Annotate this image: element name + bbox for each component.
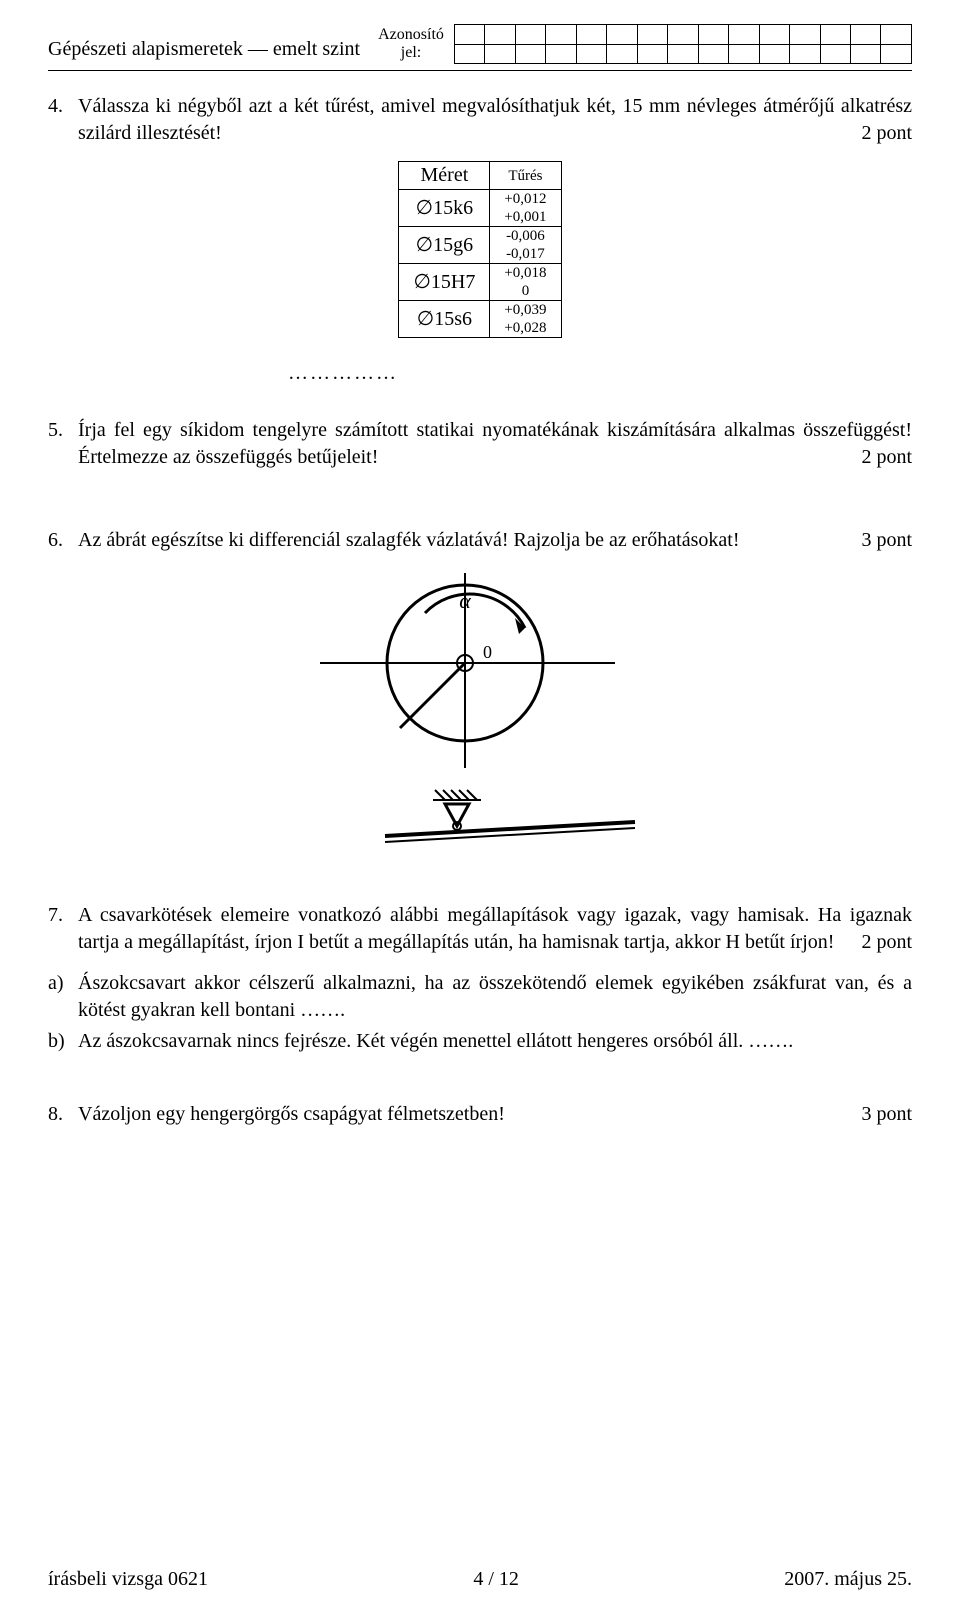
- question-6-figure: α 0: [48, 568, 912, 868]
- question-6-points: 3 pont: [861, 527, 912, 554]
- id-grid-cell: [790, 25, 820, 45]
- id-grid-cell: [699, 45, 729, 65]
- id-grid-cell: [455, 45, 485, 65]
- id-grid-cell: [821, 45, 851, 65]
- id-grid-cell: [577, 45, 607, 65]
- tol-value-cell: -0,006-0,017: [490, 227, 561, 264]
- tolerance-table-wrap: Méret Tűrés ∅15k6+0,012+0,001∅15g6-0,006…: [48, 161, 912, 338]
- question-7-a: a) Ászokcsavart akkor célszerű alkalmazn…: [48, 970, 912, 1024]
- id-grid-cell: [577, 25, 607, 45]
- question-7-b-text: Az ászokcsavarnak nincs fejrésze. Két vé…: [78, 1028, 912, 1055]
- id-grid-cell: [821, 25, 851, 45]
- question-4-text: Válassza ki négyből azt a két tűrést, am…: [78, 95, 912, 144]
- id-grid-cell: [546, 25, 576, 45]
- table-row: ∅15H7+0,0180: [399, 264, 561, 301]
- tol-size-cell: ∅15H7: [399, 264, 490, 301]
- question-7: 7. A csavarkötések elemeire vonatkozó al…: [48, 902, 912, 956]
- table-row: ∅15s6+0,039+0,028: [399, 301, 561, 338]
- id-grid-cell: [760, 25, 790, 45]
- id-grid-cell: [881, 45, 911, 65]
- question-5-text: Írja fel egy síkidom tengelyre számított…: [78, 419, 912, 468]
- alpha-label: α: [459, 588, 471, 613]
- id-grid-cell: [638, 25, 668, 45]
- page-footer: írásbeli vizsga 0621 4 / 12 2007. május …: [48, 1566, 912, 1593]
- tol-head-size: Méret: [399, 162, 490, 190]
- question-8-points: 3 pont: [861, 1101, 912, 1128]
- question-6-number: 6.: [48, 527, 78, 554]
- question-7-number: 7.: [48, 902, 78, 956]
- question-6-text: Az ábrát egészítse ki differenciál szala…: [78, 529, 740, 551]
- tol-head-tol: Tűrés: [490, 162, 561, 190]
- question-6: 6. Az ábrát egészítse ki differenciál sz…: [48, 527, 912, 554]
- id-grid-cell: [546, 45, 576, 65]
- id-grid-cell: [851, 25, 881, 45]
- tol-value-cell: +0,0180: [490, 264, 561, 301]
- question-7-a-label: a): [48, 970, 78, 1024]
- answer-dots: ……………: [288, 360, 912, 387]
- footer-right: 2007. május 25.: [784, 1566, 912, 1593]
- tolerance-table: Méret Tűrés ∅15k6+0,012+0,001∅15g6-0,006…: [398, 161, 561, 338]
- id-grid-cell: [516, 25, 546, 45]
- question-4-points: 2 pont: [861, 120, 912, 147]
- question-4-body: Válassza ki négyből azt a két tűrést, am…: [78, 93, 912, 147]
- header-id-grid: [454, 24, 912, 64]
- tol-value-cell: +0,039+0,028: [490, 301, 561, 338]
- table-row: ∅15k6+0,012+0,001: [399, 190, 561, 227]
- header-id-line1: Azonosító: [378, 26, 444, 43]
- question-7-a-text: Ászokcsavart akkor célszerű alkalmazni, …: [78, 970, 912, 1024]
- id-grid-cell: [699, 25, 729, 45]
- question-5-points: 2 pont: [861, 444, 912, 471]
- footer-left: írásbeli vizsga 0621: [48, 1566, 208, 1593]
- id-grid-cell: [607, 25, 637, 45]
- id-grid-cell: [455, 25, 485, 45]
- id-grid-cell: [881, 25, 911, 45]
- tol-size-cell: ∅15s6: [399, 301, 490, 338]
- id-grid-cell: [851, 45, 881, 65]
- page-header: Gépészeti alapismeretek — emelt szint Az…: [48, 24, 912, 71]
- question-7-points: 2 pont: [861, 929, 912, 956]
- question-8-number: 8.: [48, 1101, 78, 1128]
- id-grid-cell: [668, 25, 698, 45]
- question-8-text: Vázoljon egy hengergörgős csapágyat félm…: [78, 1103, 505, 1125]
- question-5-body: Írja fel egy síkidom tengelyre számított…: [78, 417, 912, 471]
- id-grid-cell: [668, 45, 698, 65]
- tol-value-cell: +0,012+0,001: [490, 190, 561, 227]
- tol-size-cell: ∅15k6: [399, 190, 490, 227]
- header-subject: Gépészeti alapismeretek — emelt szint: [48, 24, 360, 63]
- table-row: Méret Tűrés: [399, 162, 561, 190]
- brake-diagram-svg: α 0: [315, 568, 645, 868]
- header-id-line2: jel:: [401, 44, 421, 61]
- id-grid-cell: [638, 45, 668, 65]
- table-row: ∅15g6-0,006-0,017: [399, 227, 561, 264]
- id-grid-cell: [790, 45, 820, 65]
- id-grid-cell: [607, 45, 637, 65]
- id-grid-cell: [729, 25, 759, 45]
- lever-group: [385, 790, 635, 842]
- footer-center: 4 / 12: [473, 1566, 519, 1593]
- question-6-body: Az ábrát egészítse ki differenciál szala…: [78, 527, 912, 554]
- question-7-b: b) Az ászokcsavarnak nincs fejrésze. Két…: [48, 1028, 912, 1055]
- id-grid-cell: [729, 45, 759, 65]
- question-4: 4. Válassza ki négyből azt a két tűrést,…: [48, 93, 912, 147]
- question-5: 5. Írja fel egy síkidom tengelyre számít…: [48, 417, 912, 471]
- question-8-body: Vázoljon egy hengergörgős csapágyat félm…: [78, 1101, 912, 1128]
- question-7-body: A csavarkötések elemeire vonatkozó alább…: [78, 902, 912, 956]
- id-grid-cell: [485, 45, 515, 65]
- question-5-number: 5.: [48, 417, 78, 471]
- zero-label: 0: [483, 642, 492, 662]
- id-grid-cell: [760, 45, 790, 65]
- question-4-number: 4.: [48, 93, 78, 147]
- id-grid-cell: [516, 45, 546, 65]
- tol-size-cell: ∅15g6: [399, 227, 490, 264]
- header-id-label: Azonosító jel:: [360, 24, 454, 61]
- id-grid-cell: [485, 25, 515, 45]
- question-7-text: A csavarkötések elemeire vonatkozó alább…: [78, 904, 912, 953]
- question-8: 8. Vázoljon egy hengergörgős csapágyat f…: [48, 1101, 912, 1128]
- question-7-b-label: b): [48, 1028, 78, 1055]
